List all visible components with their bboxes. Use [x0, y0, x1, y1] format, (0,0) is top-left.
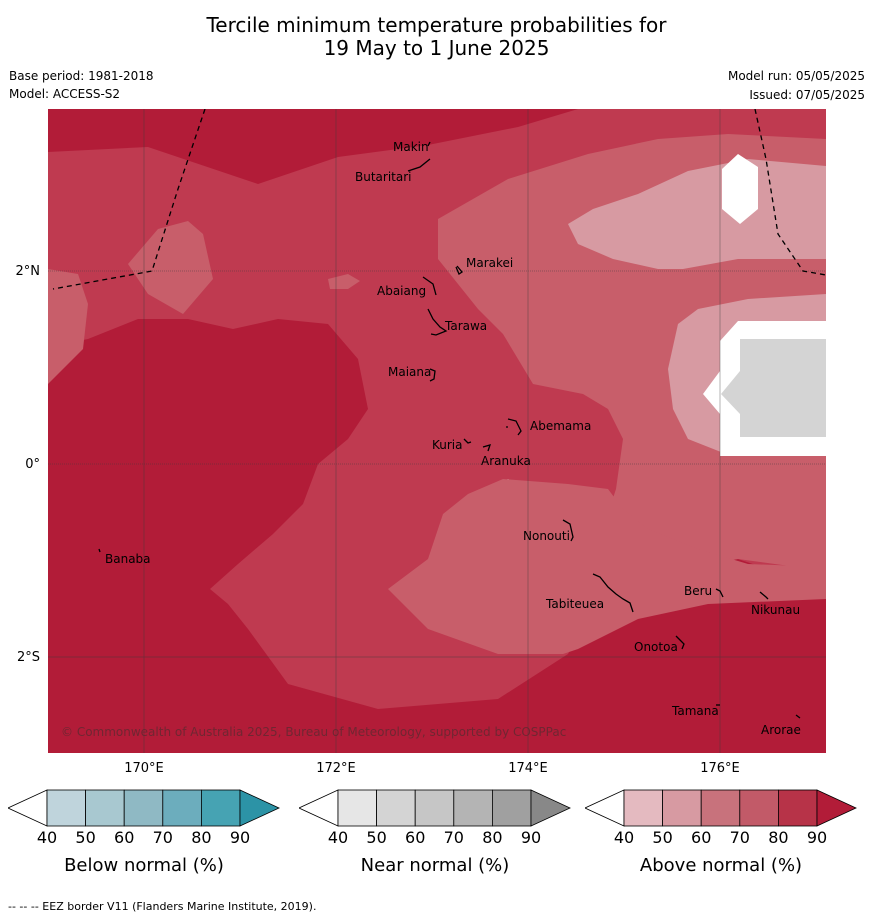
- x-tick-172e: 172°E: [316, 761, 356, 776]
- colorbar-tick-label: 40: [36, 828, 58, 847]
- colorbar-near-extend: [530, 789, 571, 827]
- colorbar-segment: [376, 789, 416, 827]
- colorbar-tick-label: 70: [152, 828, 173, 847]
- colorbar-segment: [491, 789, 532, 827]
- region-above-60: [568, 159, 826, 269]
- colorbar-tick-label: 80: [482, 828, 503, 847]
- eez-border: [52, 109, 826, 290]
- colorbar-segment: [46, 789, 86, 827]
- colorbar-segment: [777, 789, 818, 827]
- colorbar-segment: [200, 789, 241, 827]
- island-label-kuria: Kuria: [432, 438, 463, 452]
- island-label-tarawa: Tarawa: [444, 319, 487, 333]
- colorbar-tick-label: 50: [652, 828, 673, 847]
- colorbar-tick-label: 60: [405, 828, 426, 847]
- island-label-abemama: Abemama: [530, 419, 591, 433]
- island-label-makin: Makin: [393, 140, 429, 154]
- region-above-50-south: [388, 479, 826, 654]
- colorbar-tick-label: 50: [366, 828, 387, 847]
- island-outlines: [98, 141, 801, 719]
- colorbar-segment: [85, 789, 125, 827]
- colorbar-tick-label: 80: [191, 828, 212, 847]
- island-label-tabiteuea: Tabiteuea: [545, 597, 604, 611]
- y-tick-0: 0°: [25, 457, 40, 472]
- colorbar-segment: [453, 789, 493, 827]
- island-label-arorae: Arorae: [761, 723, 801, 737]
- colorbar-segment: [700, 789, 741, 827]
- colorbar-tick-label: 40: [613, 828, 635, 847]
- island-label-nonouti: Nonouti: [523, 529, 570, 543]
- island-label-abaiang: Abaiang: [377, 284, 426, 298]
- colorbar-above-extend: [816, 789, 857, 827]
- colorbar-segment: [414, 789, 455, 827]
- graticule: [48, 109, 826, 753]
- colorbar-tick-label: 50: [75, 828, 96, 847]
- colorbar-title-below: Below normal (%): [64, 855, 224, 876]
- colorbar-below-extend: [239, 789, 280, 827]
- base-period: Base period: 1981-2018: [9, 69, 154, 83]
- x-tick-174e: 174°E: [508, 761, 548, 776]
- colorbar-above-normal: [585, 789, 857, 827]
- title-line-2: 19 May to 1 June 2025: [323, 36, 550, 60]
- island-label-nikunau: Nikunau: [751, 603, 800, 617]
- island-label-aranuka: Aranuka: [481, 454, 531, 468]
- x-tick-176e: 176°E: [700, 761, 740, 776]
- colorbar-segment: [739, 789, 779, 827]
- colorbar-tick-label: 60: [691, 828, 712, 847]
- colorbar-below-normal: [8, 789, 280, 827]
- model-name: Model: ACCESS-S2: [9, 87, 121, 101]
- region-near-normal: [721, 339, 826, 437]
- colorbar-tick-label: 70: [443, 828, 464, 847]
- colorbar-segment: [337, 789, 377, 827]
- colorbar-title-above: Above normal (%): [639, 855, 803, 876]
- copyright-notice: © Commonwealth of Australia 2025, Bureau…: [61, 725, 566, 739]
- eez-legend-footer: -- -- -- EEZ border V11 (Flanders Marine…: [8, 900, 317, 913]
- colorbar-tick-label: 90: [806, 828, 828, 847]
- colorbar-tick-label: 90: [520, 828, 542, 847]
- y-tick-2n: 2°N: [15, 264, 41, 279]
- issued-date: Issued: 07/05/2025: [749, 88, 865, 102]
- region-white-north: [722, 154, 758, 224]
- colorbar-tick-label: 70: [729, 828, 750, 847]
- colorbar-title-near: Near normal (%): [360, 855, 510, 876]
- island-label-beru: Beru: [684, 584, 712, 598]
- colorbar-tick-label: 40: [327, 828, 349, 847]
- island-label-onotoa: Onotoa: [634, 640, 678, 654]
- title-line-1: Tercile minimum temperature probabilitie…: [206, 13, 667, 37]
- x-tick-170e: 170°E: [124, 761, 164, 776]
- colorbar-segment: [623, 789, 663, 827]
- island-label-tamana: Tamana: [671, 704, 719, 718]
- region-above-70-northwest: [128, 221, 213, 314]
- region-above-70-west: [48, 269, 88, 384]
- colorbar-segment: [162, 789, 202, 827]
- island-label-maiana: Maiana: [388, 365, 431, 379]
- probability-map: Makin Butaritari Marakei Abaiang Tarawa …: [48, 109, 826, 753]
- colorbar-tick-label: 90: [229, 828, 251, 847]
- model-run-date: Model run: 05/05/2025: [727, 69, 865, 83]
- island-label-marakei: Marakei: [466, 256, 513, 270]
- island-label-butaritari: Butaritari: [355, 170, 412, 184]
- colorbar-near-normal: [299, 789, 571, 827]
- colorbar-segment: [123, 789, 164, 827]
- colorbar-tick-label: 80: [768, 828, 789, 847]
- colorbar-tick-label: 60: [114, 828, 135, 847]
- colorbar-segment: [662, 789, 702, 827]
- y-tick-2s: 2°S: [16, 650, 40, 665]
- island-label-banaba: Banaba: [105, 552, 151, 566]
